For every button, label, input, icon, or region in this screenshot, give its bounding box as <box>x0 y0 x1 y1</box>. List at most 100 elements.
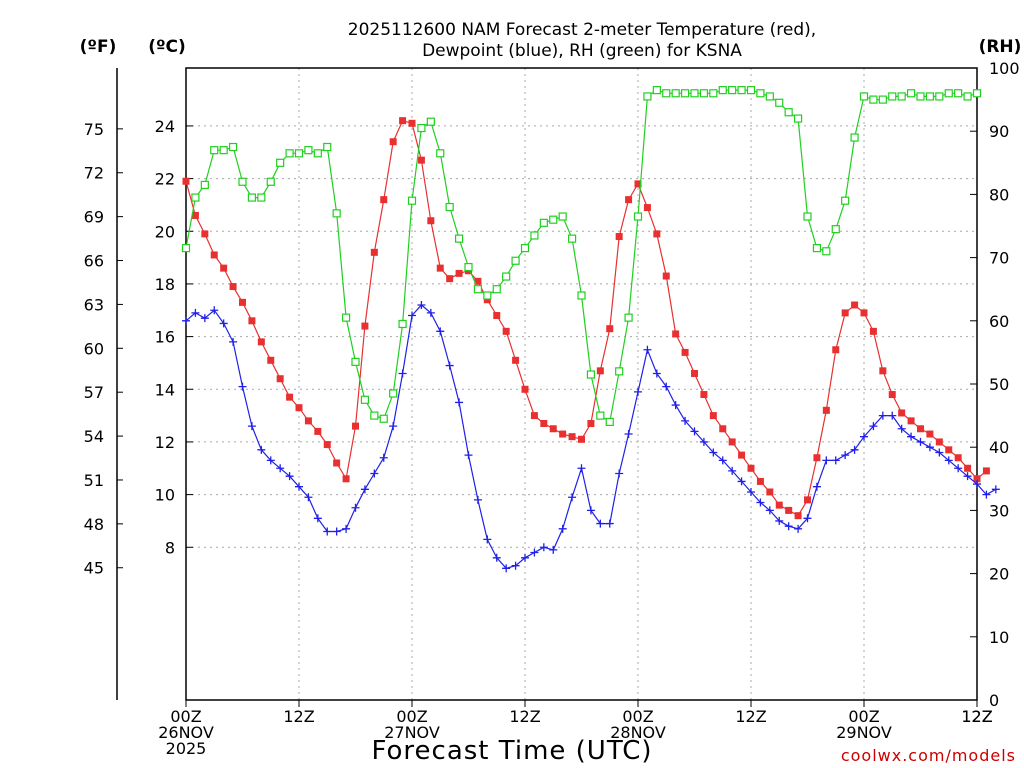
temperature-point <box>898 409 906 417</box>
time-tick-label: 27NOV <box>384 723 440 742</box>
time-tick-label: 00Z <box>848 707 879 726</box>
rh-point <box>954 89 963 98</box>
temperature-point <box>775 501 783 509</box>
rh-point <box>294 149 304 158</box>
rh-point <box>680 89 690 98</box>
time-tick-label: 29NOV <box>836 723 892 742</box>
rh-point <box>897 92 906 101</box>
temperature-point <box>794 512 802 520</box>
rh-point <box>652 86 661 95</box>
temperature-point <box>521 385 529 393</box>
temperature-point <box>427 217 435 225</box>
rh-point <box>257 193 266 202</box>
dewpoint-point <box>615 469 624 478</box>
rh-point <box>577 291 586 300</box>
dewpoint-point <box>247 422 256 431</box>
rh-tick-label: 30 <box>989 501 1009 520</box>
dewpoint-point <box>822 456 831 465</box>
temperature-point <box>728 438 736 446</box>
temperature-point <box>342 475 350 483</box>
rh-point <box>972 89 982 98</box>
rh-point <box>944 89 953 98</box>
rh-point <box>831 225 840 234</box>
rh-point <box>746 86 756 95</box>
dewpoint-line <box>185 304 997 569</box>
rh-point <box>360 395 370 404</box>
rh-point <box>775 98 784 107</box>
dewpoint-point <box>944 456 953 465</box>
rh-point <box>238 177 247 186</box>
celsius-tick-label: 24 <box>155 117 175 136</box>
temperature-point <box>530 412 538 420</box>
dewpoint-point <box>925 443 934 452</box>
dewpoint-point <box>210 306 219 315</box>
dewpoint-point <box>907 432 916 441</box>
chart-title-line2: Dewpoint (blue), RH (green) for KSNA <box>422 41 742 61</box>
rh-point <box>313 149 322 158</box>
rh-tick-label: 80 <box>989 185 1009 204</box>
rh-point <box>859 92 869 101</box>
dewpoint-point <box>605 519 614 528</box>
rh-point <box>285 149 294 158</box>
dewpoint-point <box>417 301 426 309</box>
rh-point <box>351 357 360 366</box>
temperature-point <box>549 425 557 433</box>
dewpoint-point <box>888 411 897 420</box>
temperature-point <box>982 467 990 475</box>
dewpoint-point <box>681 416 690 425</box>
dewpoint-point <box>389 422 398 431</box>
rh-point <box>822 247 831 256</box>
temperature-point <box>493 312 501 320</box>
chart-title: 2025112600 NAM Forecast 2-meter Temperat… <box>348 20 816 40</box>
rh-tick-label: 70 <box>989 249 1009 268</box>
temperature-point <box>276 375 284 383</box>
temperature-point <box>210 251 218 259</box>
temperature-point <box>879 367 887 375</box>
rh-point <box>935 92 944 101</box>
temperature-point <box>615 233 623 241</box>
temperature-point <box>568 433 576 441</box>
dewpoint-point <box>954 464 963 473</box>
fahrenheit-tick-label: 57 <box>84 383 104 402</box>
temperature-point <box>483 296 491 304</box>
time-tick-label: 00Z <box>396 707 427 726</box>
dewpoint-point <box>586 506 595 515</box>
fahrenheit-tick-label: 45 <box>84 559 104 578</box>
temperature-point <box>578 435 585 443</box>
temperature-point <box>182 177 190 185</box>
temperature-point <box>559 430 567 438</box>
dewpoint-point <box>850 445 859 454</box>
temperature-point <box>286 393 294 401</box>
rh-point <box>191 193 200 202</box>
dewpoint-point <box>408 311 416 320</box>
time-tick-label: 28NOV <box>610 723 666 742</box>
rh-point <box>332 209 341 218</box>
dewpoint-point <box>916 437 925 446</box>
celsius-tick-label: 12 <box>155 433 175 452</box>
dewpoint-point <box>200 314 209 323</box>
temperature-point <box>295 404 303 412</box>
temperature-point <box>220 264 228 272</box>
dewpoint-point <box>831 456 840 465</box>
dewpoint-point <box>935 448 944 457</box>
credit-label: coolwx.com/models <box>841 746 1016 765</box>
temperature-point <box>813 454 821 462</box>
dewpoint-point <box>558 524 567 533</box>
dewpoint-point <box>530 548 539 557</box>
rh-point <box>586 370 596 379</box>
fahrenheit-tick-label: 66 <box>84 252 104 271</box>
fahrenheit-tick-label: 51 <box>84 471 104 490</box>
temperature-point <box>926 430 934 438</box>
rh-tick-label: 90 <box>989 122 1009 141</box>
rh-tick-label: 40 <box>989 438 1009 457</box>
temperature-point <box>888 391 896 399</box>
temperature-point <box>417 156 425 164</box>
temperature-point <box>606 325 614 333</box>
dewpoint-point <box>304 493 313 502</box>
dewpoint-point <box>634 387 642 396</box>
rh-unit-label: (RH) <box>979 37 1022 57</box>
fahrenheit-tick-label: 48 <box>84 515 104 534</box>
dewpoint-point <box>991 485 1000 494</box>
temperature-point <box>691 369 698 377</box>
rh-point <box>407 196 417 205</box>
